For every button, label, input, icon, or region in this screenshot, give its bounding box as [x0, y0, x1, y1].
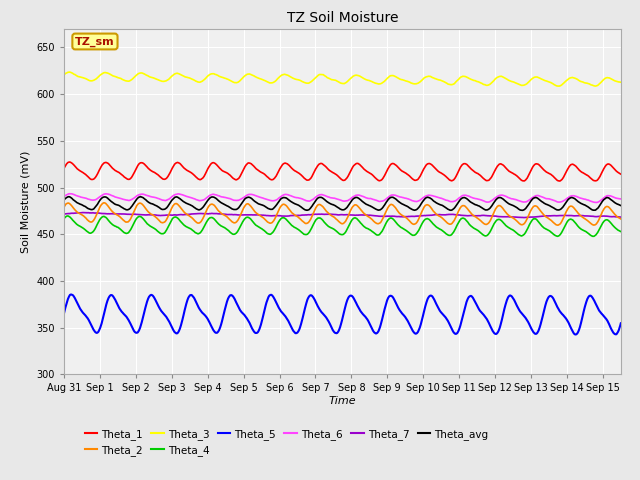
Theta_7 — [89, 210, 97, 216]
Line: Theta_2: Theta_2 — [64, 203, 621, 225]
Theta_6 — [89, 197, 97, 203]
Theta_1 — [65, 159, 73, 165]
Theta_3 — [331, 77, 339, 83]
Theta_7 — [78, 210, 86, 216]
Text: TZ_sm: TZ_sm — [75, 36, 115, 47]
Theta_5 — [572, 332, 579, 337]
Theta_4 — [64, 213, 72, 219]
Theta_7 — [331, 212, 339, 217]
Theta_5 — [601, 314, 609, 320]
Theta_5 — [316, 308, 324, 313]
Theta_3 — [65, 69, 73, 75]
Theta_1 — [316, 161, 324, 167]
Theta_4 — [601, 217, 609, 223]
Theta_avg — [331, 203, 339, 208]
Theta_1 — [89, 177, 97, 182]
Theta_1 — [60, 166, 68, 171]
Theta_7 — [601, 213, 609, 219]
Theta_3 — [499, 74, 506, 80]
X-axis label: Time: Time — [328, 396, 356, 406]
Theta_2 — [60, 204, 68, 210]
Theta_4 — [331, 227, 339, 233]
Y-axis label: Soil Moisture (mV): Soil Moisture (mV) — [20, 150, 31, 253]
Theta_avg — [518, 207, 526, 213]
Theta_3 — [316, 72, 324, 77]
Theta_5 — [89, 325, 97, 331]
Theta_6 — [331, 195, 339, 201]
Theta_1 — [556, 178, 563, 184]
Theta_1 — [602, 164, 609, 169]
Theta_6 — [499, 192, 506, 198]
Theta_2 — [331, 215, 339, 221]
Theta_5 — [331, 330, 339, 336]
Theta_avg — [88, 207, 96, 213]
Legend: Theta_1, Theta_2, Theta_3, Theta_4, Theta_5, Theta_6, Theta_7, Theta_avg: Theta_1, Theta_2, Theta_3, Theta_4, Thet… — [81, 424, 493, 460]
Theta_4 — [60, 216, 68, 222]
Title: TZ Soil Moisture: TZ Soil Moisture — [287, 11, 398, 25]
Theta_7 — [520, 215, 528, 220]
Theta_avg — [617, 203, 625, 208]
Line: Theta_6: Theta_6 — [64, 194, 621, 203]
Theta_avg — [60, 197, 68, 203]
Theta_7 — [602, 213, 609, 219]
Theta_6 — [60, 194, 68, 200]
Theta_4 — [89, 229, 97, 235]
Line: Theta_5: Theta_5 — [64, 295, 621, 335]
Theta_2 — [316, 202, 324, 207]
Theta_7 — [316, 211, 324, 217]
Theta_4 — [499, 219, 506, 225]
Theta_3 — [555, 84, 563, 89]
Theta_6 — [601, 194, 609, 200]
Theta_6 — [593, 200, 600, 205]
Theta_1 — [601, 164, 609, 169]
Theta_2 — [88, 219, 96, 225]
Theta_4 — [617, 228, 625, 234]
Theta_3 — [89, 78, 97, 84]
Theta_1 — [499, 162, 506, 168]
Theta_2 — [601, 205, 609, 211]
Theta_2 — [100, 200, 108, 205]
Line: Theta_1: Theta_1 — [64, 162, 621, 181]
Theta_6 — [617, 196, 625, 202]
Theta_7 — [60, 211, 68, 217]
Theta_2 — [499, 205, 506, 211]
Theta_1 — [331, 171, 339, 177]
Theta_5 — [499, 313, 506, 319]
Theta_5 — [602, 315, 609, 321]
Theta_2 — [554, 222, 561, 228]
Theta_6 — [316, 192, 324, 198]
Theta_2 — [602, 204, 609, 210]
Line: Theta_4: Theta_4 — [64, 216, 621, 237]
Theta_avg — [316, 194, 324, 200]
Theta_avg — [601, 196, 609, 202]
Theta_5 — [67, 292, 75, 298]
Theta_5 — [617, 321, 625, 326]
Theta_3 — [602, 75, 609, 81]
Theta_6 — [65, 191, 73, 197]
Line: Theta_avg: Theta_avg — [64, 197, 621, 210]
Line: Theta_7: Theta_7 — [64, 213, 621, 217]
Theta_1 — [617, 171, 625, 177]
Theta_4 — [589, 234, 597, 240]
Theta_7 — [617, 214, 625, 220]
Theta_avg — [136, 194, 144, 200]
Theta_3 — [617, 79, 625, 85]
Theta_5 — [60, 311, 68, 316]
Theta_2 — [617, 216, 625, 222]
Theta_6 — [602, 194, 609, 200]
Theta_avg — [499, 196, 506, 202]
Theta_4 — [316, 215, 324, 221]
Theta_3 — [60, 72, 68, 78]
Theta_avg — [602, 195, 609, 201]
Theta_4 — [602, 217, 609, 223]
Theta_3 — [601, 76, 609, 82]
Line: Theta_3: Theta_3 — [64, 72, 621, 86]
Theta_7 — [499, 214, 506, 220]
